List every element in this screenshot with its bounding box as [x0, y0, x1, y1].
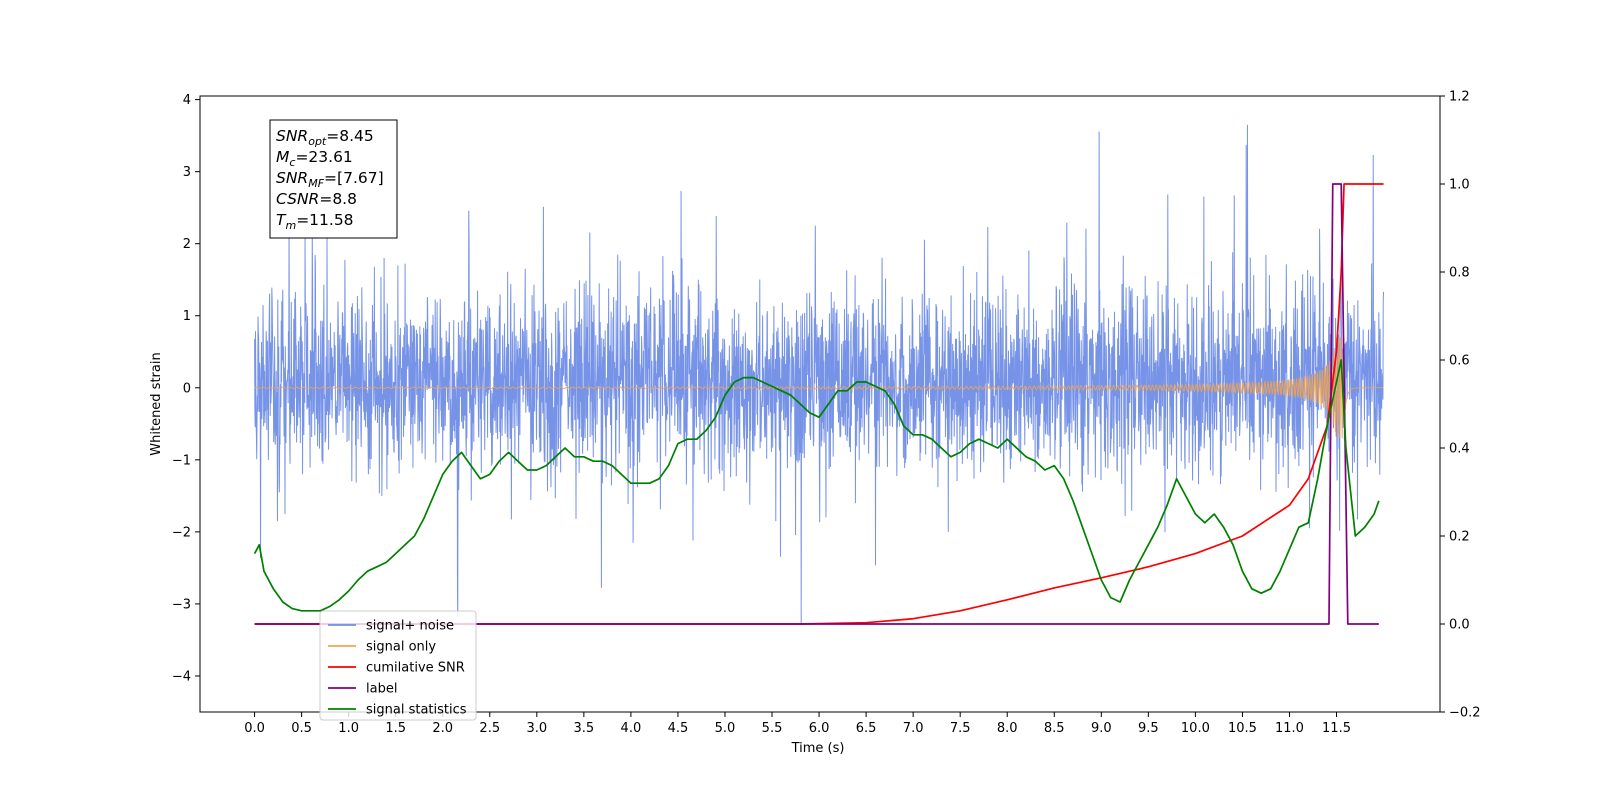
y-axis-label: Whitened strain	[149, 352, 164, 455]
x-tick-label: 11.0	[1275, 721, 1304, 736]
series-layer	[253, 183, 1384, 625]
y-left-tick-label: 0	[183, 381, 191, 396]
stat-line: SNRopt=8.45	[276, 127, 374, 148]
y-right-tick-label: 0.0	[1449, 618, 1470, 633]
x-tick-label: 7.0	[903, 721, 924, 736]
legend-label: signal+ noise	[366, 619, 454, 634]
x-axis: 0.0 0.5 1.0 1.5 2.0 2.5 3.0 3.5 4.0 4.5 5.0 5.5 6.0 6…	[244, 712, 1351, 736]
y-left-tick-label: −3	[172, 597, 191, 612]
y-left-tick-label: 4	[183, 93, 191, 108]
x-tick-label: 4.0	[621, 721, 642, 736]
x-tick-label: 7.5	[950, 721, 971, 736]
legend-label: label	[366, 682, 397, 697]
x-tick-label: 5.5	[762, 721, 783, 736]
x-tick-label: 8.5	[1044, 721, 1065, 736]
plot-frame	[199, 95, 1441, 713]
legend-label: signal only	[366, 640, 436, 655]
y-left-tick-label: 1	[183, 309, 191, 324]
x-tick-label: 10.5	[1228, 721, 1257, 736]
x-tick-label: 1.0	[338, 721, 359, 736]
x-tick-label: 5.0	[715, 721, 736, 736]
y-right-tick-label: 0.8	[1449, 266, 1470, 281]
x-tick-label: 6.0	[809, 721, 830, 736]
y-right-tick-label: 1.0	[1449, 178, 1470, 193]
y-right-tick-label: 0.2	[1449, 530, 1470, 545]
x-tick-label: 2.0	[432, 721, 453, 736]
stats-box-frame	[269, 119, 398, 239]
y-left-tick-label: 3	[183, 165, 191, 180]
x-tick-label: 0.0	[244, 721, 265, 736]
legend: signal+ noise signal only cumilative SNR la…	[319, 610, 477, 721]
x-tick-label: 4.5	[668, 721, 689, 736]
series-label-line	[254, 183, 1379, 625]
x-tick-label: 3.0	[526, 721, 547, 736]
x-tick-label: 9.5	[1138, 721, 1159, 736]
x-tick-label: 1.5	[385, 721, 406, 736]
y-left-tick-label: 2	[183, 237, 191, 252]
y-left-tick-label: −2	[172, 525, 191, 540]
series-signal-noise-line	[254, 124, 1385, 625]
y-axis-left: 4 3 2 1 0 −1 −2 −3 −4	[172, 93, 200, 684]
y-left-tick-label: −1	[172, 453, 191, 468]
y-right-tick-label: 0.6	[1449, 354, 1470, 369]
x-tick-label: 6.5	[856, 721, 877, 736]
legend-label: cumilative SNR	[366, 661, 465, 676]
x-axis-label: Time (s)	[791, 741, 845, 756]
x-tick-label: 8.0	[997, 721, 1018, 736]
stat-line: Mc=23.61	[276, 148, 353, 169]
stat-line: Tm=11.58	[276, 211, 354, 232]
series-signal-only-line	[254, 337, 1384, 439]
x-tick-label: 11.5	[1322, 721, 1351, 736]
x-tick-label: 10.0	[1181, 721, 1210, 736]
y-axis-right: 1.2 1.0 0.8 0.6 0.4 0.2 0.0 −0.2	[1440, 90, 1481, 721]
x-tick-label: 2.5	[479, 721, 500, 736]
legend-frame	[319, 610, 477, 721]
y-right-tick-label: 0.4	[1449, 442, 1470, 457]
series-signal-statistics-line	[253, 359, 1380, 612]
noise-layer	[254, 124, 1385, 625]
x-tick-label: 0.5	[291, 721, 312, 736]
y-right-tick-label: 1.2	[1449, 90, 1470, 105]
legend-label: signal statistics	[366, 703, 467, 718]
stat-line: CSNR=8.8	[276, 190, 357, 208]
stat-line: SNRMF=[7.67]	[276, 169, 384, 190]
x-tick-label: 3.5	[574, 721, 595, 736]
y-right-tick-label: −0.2	[1449, 706, 1481, 721]
series-cumulative-snr-line	[254, 183, 1384, 625]
x-tick-label: 9.0	[1091, 721, 1112, 736]
y-left-tick-label: −4	[172, 669, 191, 684]
